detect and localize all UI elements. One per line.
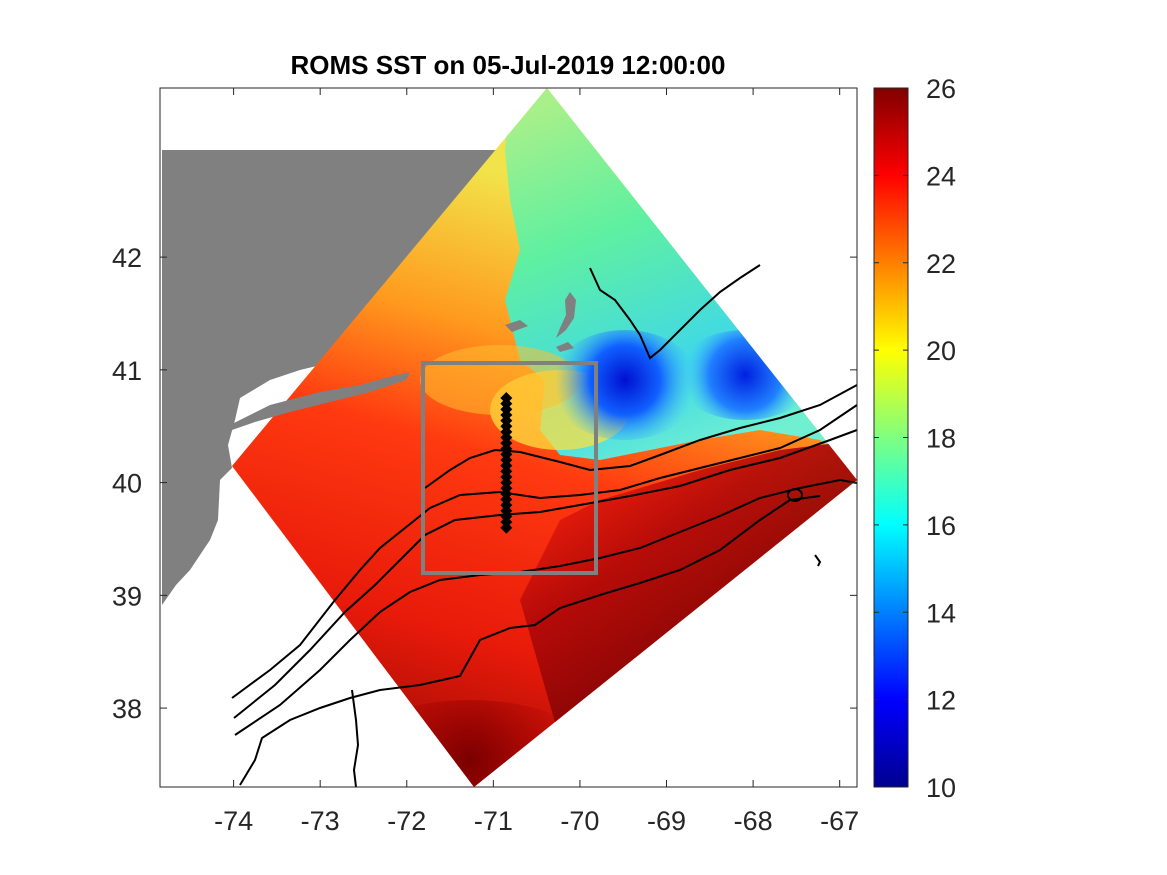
colorbar-tick-label: 12 [926,686,956,716]
x-tick-label: -72 [387,806,426,836]
colorbar-tick-label: 26 [926,74,956,104]
colorbar-tick-label: 16 [926,511,956,541]
x-axis: -74 -73 -72 -71 -70 -69 -68 -67 [214,88,859,836]
colorbar-tick-label: 20 [926,336,956,366]
x-tick-label: -71 [474,806,513,836]
x-tick-label: -67 [820,806,859,836]
nantucket [556,342,574,352]
y-axis: 42 41 40 39 38 [112,243,857,724]
transect [500,392,513,534]
bathymetry-contours [231,264,858,788]
cape-cod [556,292,576,338]
axes-frame [159,87,858,788]
x-tick-label: -70 [560,806,599,836]
colorbar-axis: 26 24 22 20 18 16 14 12 10 [874,74,956,803]
x-tick-label: -73 [301,806,340,836]
x-tick-label: -74 [214,806,253,836]
long-island [216,372,410,432]
colorbar-tick-label: 24 [926,161,956,191]
colorbar-tick-label: 18 [926,424,956,454]
x-tick-label: -68 [734,806,773,836]
colorbar-tick-label: 10 [926,773,956,803]
figure-title: ROMS SST on 05-Jul-2019 12:00:00 [291,50,726,80]
colorbar [873,87,909,788]
y-tick-label: 42 [112,243,142,273]
study-region-box [421,361,598,575]
marthas-vineyard [505,320,528,332]
y-tick-label: 38 [112,694,142,724]
x-tick-label: -69 [647,806,686,836]
colorbar-tick-label: 22 [926,249,956,279]
y-tick-label: 41 [112,356,142,386]
y-tick-label: 40 [112,469,142,499]
y-tick-label: 39 [112,581,142,611]
transect-point [500,521,513,534]
colorbar-tick-label: 14 [926,598,956,628]
